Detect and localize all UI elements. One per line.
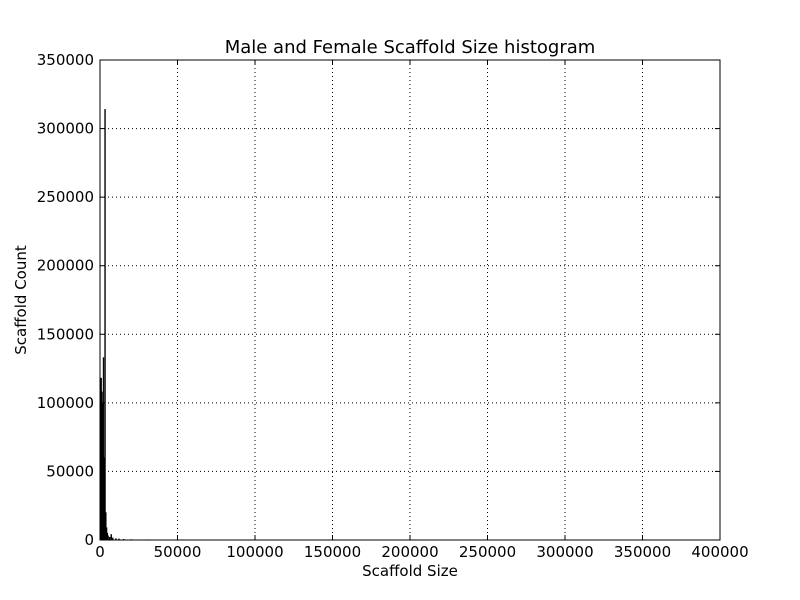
x-tick-label: 50000 xyxy=(154,543,202,561)
histogram-bar xyxy=(110,534,112,541)
y-tick-label: 50000 xyxy=(46,462,94,480)
x-tick-label: 150000 xyxy=(304,543,361,561)
x-axis-label: Scaffold Size xyxy=(362,562,458,580)
y-tick-label: 300000 xyxy=(37,120,94,138)
y-tick-label: 350000 xyxy=(37,51,94,69)
grid-lines xyxy=(100,60,720,540)
x-tick-label: 400000 xyxy=(691,543,748,561)
histogram-bar xyxy=(104,109,106,541)
x-tick-label: 350000 xyxy=(614,543,671,561)
histogram-bars xyxy=(99,109,691,541)
y-axis-label: Scaffold Count xyxy=(12,245,30,355)
y-tick-label: 150000 xyxy=(37,325,94,343)
axis-ticks: 0 50000 100000 150000 200000 250000 300000 3500… xyxy=(37,51,749,561)
x-tick-label: 200000 xyxy=(381,543,438,561)
y-tick-label: 200000 xyxy=(37,257,94,275)
x-tick-label: 300000 xyxy=(536,543,593,561)
histogram-bar xyxy=(107,535,109,541)
x-tick-label: 100000 xyxy=(226,543,283,561)
chart-title: Male and Female Scaffold Size histogram xyxy=(225,37,596,58)
y-tick-label: 100000 xyxy=(37,394,94,412)
y-tick-label: 0 xyxy=(84,531,94,549)
x-tick-label: 0 xyxy=(95,543,105,561)
y-tick-label: 250000 xyxy=(37,188,94,206)
x-tick-label: 250000 xyxy=(459,543,516,561)
